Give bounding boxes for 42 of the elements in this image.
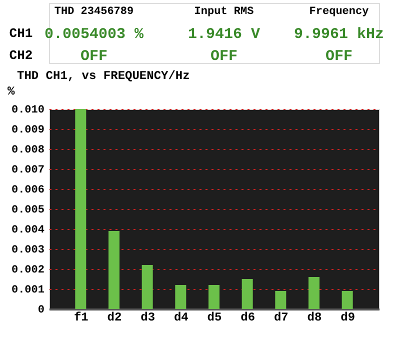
text: OFF — [325, 48, 353, 65]
text: THD 23456789 — [54, 6, 134, 18]
bar — [242, 279, 253, 309]
x-tick-label: d9 — [340, 310, 356, 324]
y-tick-label: 0 — [38, 304, 44, 316]
y-tick-label: 0.002 — [11, 264, 44, 276]
y-axis-title: % — [8, 84, 16, 98]
text: Frequency — [309, 6, 370, 18]
y-tick-label: 0.007 — [11, 164, 44, 176]
bar — [275, 291, 286, 309]
bar — [342, 291, 353, 309]
text: OFF — [210, 48, 238, 65]
text: CH1 — [9, 26, 33, 41]
x-tick-label: d6 — [240, 310, 256, 324]
bar — [75, 109, 86, 309]
text: 0.0054003 % — [44, 26, 144, 43]
x-tick-label: d8 — [307, 310, 322, 324]
bar — [108, 231, 120, 309]
text: Input RMS — [194, 6, 254, 18]
text: OFF — [80, 48, 108, 65]
y-tick-label: 0.001 — [11, 284, 45, 296]
x-tick-label: d7 — [274, 310, 288, 324]
x-tick-label: d3 — [140, 310, 156, 324]
x-tick-label: d5 — [207, 310, 222, 324]
bar — [308, 277, 320, 309]
y-tick-label: 0.004 — [11, 224, 45, 236]
text: 1.9416 V — [188, 26, 260, 43]
text: 9.9961 kHz — [294, 26, 384, 43]
bar — [208, 285, 220, 309]
x-tick-label: d4 — [174, 310, 188, 324]
chart-title: THD CH1, vs FREQUENCY/Hz — [17, 69, 190, 83]
x-tick-label: d2 — [107, 310, 122, 324]
y-tick-label: 0.008 — [11, 144, 45, 156]
text: CH2 — [9, 48, 33, 63]
y-tick-label: 0.010 — [11, 104, 44, 116]
y-tick-label: 0.005 — [11, 204, 45, 216]
bar — [142, 265, 153, 309]
y-tick-label: 0.009 — [11, 124, 44, 136]
y-tick-label: 0.006 — [11, 184, 44, 196]
x-tick-label: f1 — [74, 310, 88, 324]
y-tick-label: 0.003 — [11, 244, 45, 256]
bar — [175, 285, 186, 309]
